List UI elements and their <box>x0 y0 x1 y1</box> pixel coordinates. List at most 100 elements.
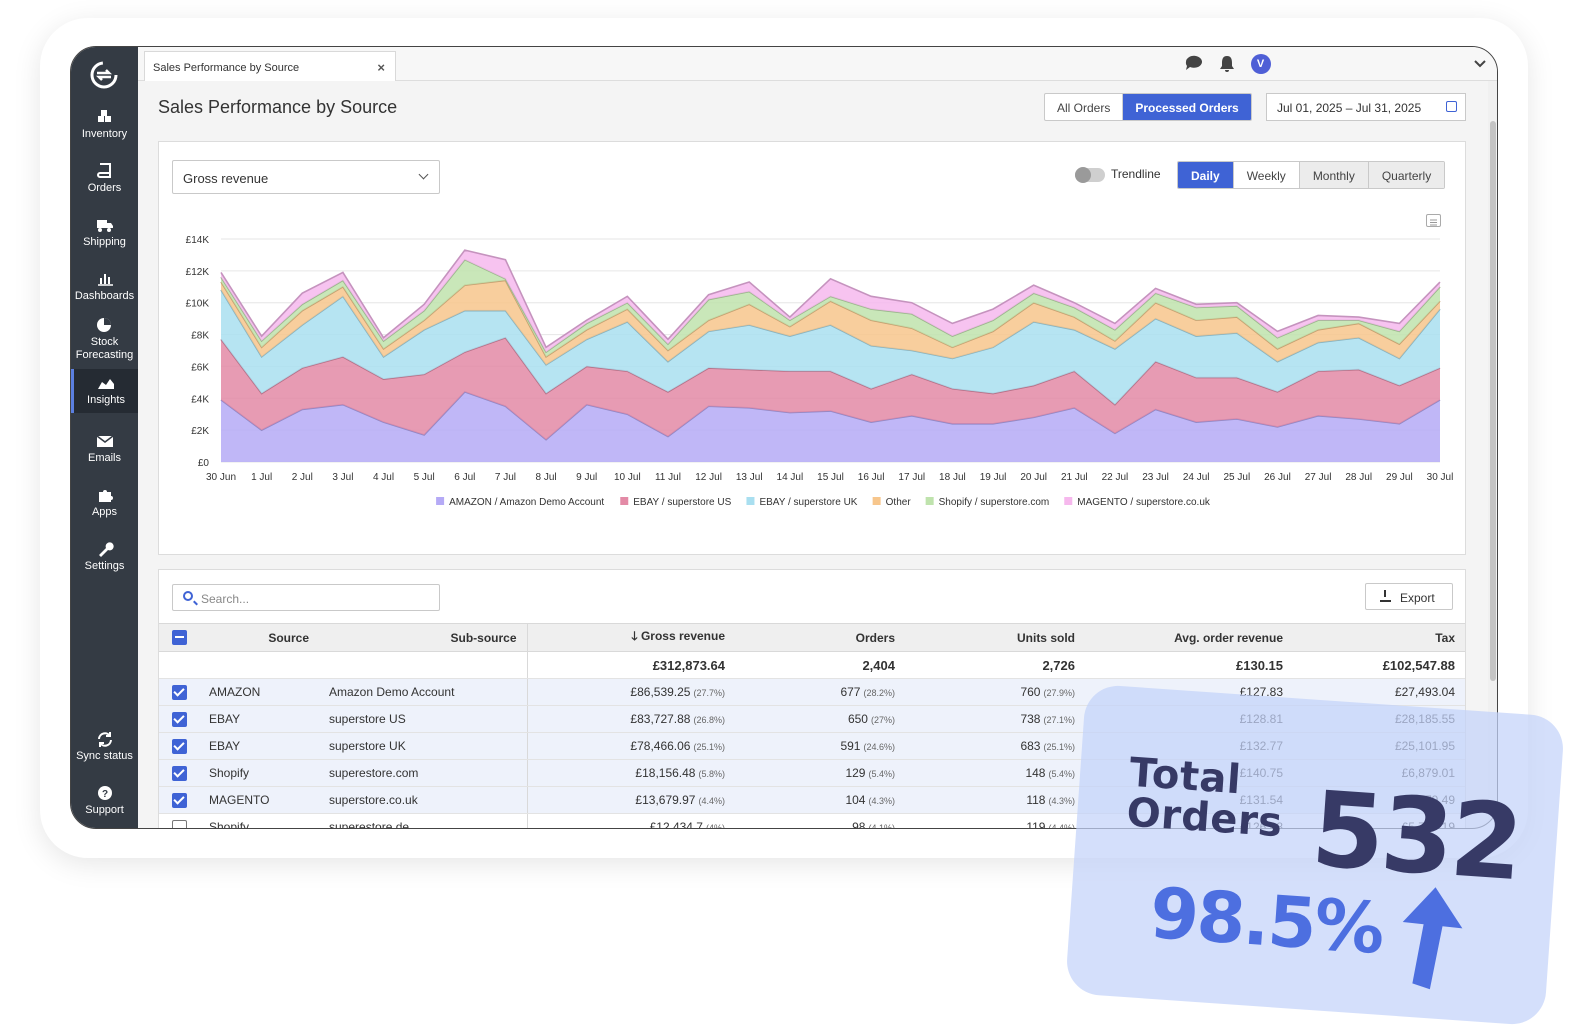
cell-gross-pct: (4.4%) <box>698 796 725 806</box>
cell-gross-value: £13,679.97 <box>635 793 696 807</box>
legend-label: MAGENTO / superstore.co.uk <box>1077 497 1211 508</box>
cell-gross-pct: (27.7%) <box>693 688 725 698</box>
sidebar-item-label: Orders <box>87 182 122 194</box>
cell-orders-pct: (24.6%) <box>863 742 895 752</box>
sidebar-item-apps[interactable]: Apps <box>71 487 138 519</box>
pie-chart-icon <box>96 318 111 332</box>
chevron-down-icon[interactable] <box>1473 59 1487 69</box>
cell-units-value: 148 <box>1025 766 1046 780</box>
scrollbar-thumb[interactable] <box>1490 121 1496 681</box>
sidebar-item-emails[interactable]: Emails <box>71 433 138 465</box>
cell-gross: £13,679.97 (4.4%) <box>527 786 735 814</box>
legend-label: AMAZON / Amazon Demo Account <box>449 497 604 508</box>
column-tax[interactable]: Tax <box>1293 623 1465 652</box>
processed-orders-button[interactable]: Processed Orders <box>1123 94 1251 120</box>
scrollbar[interactable] <box>1488 81 1497 828</box>
sidebar-item-insights[interactable]: Insights <box>71 369 138 413</box>
logo-icon[interactable] <box>88 59 120 91</box>
column-source[interactable]: Source <box>199 623 319 652</box>
export-button[interactable]: Export <box>1365 583 1453 610</box>
trendline-toggle[interactable] <box>1075 167 1105 183</box>
total-avg: £130.15 <box>1085 651 1293 679</box>
cell-sub-source: superestore.de <box>319 813 528 828</box>
up-arrow-icon <box>1402 887 1463 990</box>
sidebar-item-orders[interactable]: Orders <box>71 163 138 195</box>
cell-sub-source: superstore UK <box>319 732 528 760</box>
row-checkbox[interactable] <box>171 684 187 700</box>
period-quarterly[interactable]: Quarterly <box>1368 162 1445 188</box>
x-tick-label: 24 Jul <box>1183 472 1210 483</box>
cell-units-pct: (5.4%) <box>1048 769 1075 779</box>
column-gross-revenue[interactable]: 🡓 Gross revenue <box>527 623 735 652</box>
cell-gross-value: £86,539.25 <box>630 685 691 699</box>
boxes-icon <box>97 110 111 122</box>
column-avg-order-revenue[interactable]: Avg. order revenue <box>1085 623 1293 652</box>
cell-units: 683 (25.1%) <box>905 732 1085 760</box>
sync-icon <box>97 732 112 747</box>
x-tick-label: 6 Jul <box>454 472 475 483</box>
sidebar-item-inventory[interactable]: Inventory <box>71 109 138 141</box>
user-avatar[interactable]: V <box>1250 54 1271 74</box>
chart-menu-icon[interactable] <box>1426 214 1441 227</box>
row-checkbox[interactable] <box>171 711 187 727</box>
sidebar-item-label: Support <box>85 804 124 816</box>
period-daily[interactable]: Daily <box>1178 162 1234 188</box>
x-tick-label: 11 Jul <box>655 472 681 483</box>
sidebar-item-label: Sync status <box>76 750 133 762</box>
all-orders-button[interactable]: All Orders <box>1045 94 1124 120</box>
tab-close-icon[interactable]: × <box>377 60 385 75</box>
legend-swatch <box>746 497 755 505</box>
sidebar-item-sync-status[interactable]: Sync status <box>71 731 138 763</box>
cell-gross-value: £83,727.88 <box>630 712 691 726</box>
cell-units-value: 760 <box>1020 685 1041 699</box>
y-tick-label: £14K <box>186 235 210 246</box>
x-tick-label: 4 Jul <box>373 472 394 483</box>
bell-icon[interactable] <box>1218 55 1236 73</box>
tab-sales-performance[interactable]: Sales Performance by Source × <box>144 51 396 81</box>
legend-swatch <box>925 497 934 505</box>
y-tick-label: £10K <box>186 299 210 310</box>
x-tick-label: 9 Jul <box>576 472 597 483</box>
puzzle-icon <box>98 490 113 502</box>
period-weekly[interactable]: Weekly <box>1233 162 1300 188</box>
sidebar-item-shipping[interactable]: Shipping <box>71 217 138 249</box>
column-orders[interactable]: Orders <box>735 623 905 652</box>
series-area <box>221 391 1440 462</box>
cell-gross: £18,156.48 (5.8%) <box>527 759 735 787</box>
cell-units-pct: (4.4%) <box>1048 823 1075 829</box>
date-range-picker[interactable]: Jul 01, 2025 – Jul 31, 2025 <box>1266 93 1466 121</box>
sidebar-item-dashboards[interactable]: Dashboards <box>71 271 138 303</box>
search-input[interactable]: Search... <box>172 584 440 611</box>
column-sub-source[interactable]: Sub-source <box>319 623 528 652</box>
sidebar-item-label: Settings <box>84 560 125 572</box>
sidebar-item-stock-forecasting[interactable]: Stock Forecasting <box>71 317 138 362</box>
period-monthly[interactable]: Monthly <box>1299 162 1369 188</box>
cell-gross-value: £18,156.48 <box>635 766 696 780</box>
cell-orders-pct: (4.3%) <box>868 796 895 806</box>
cell-source: Shopify <box>199 813 319 828</box>
chat-icon[interactable] <box>1184 55 1204 73</box>
x-tick-label: 10 Jul <box>614 472 641 483</box>
cell-orders-pct: (27%) <box>870 715 895 725</box>
cell-units-pct: (4.3%) <box>1048 796 1075 806</box>
series-line <box>220 249 1441 349</box>
total-orders: 2,404 <box>735 651 905 679</box>
x-tick-label: 23 Jul <box>1142 472 1169 483</box>
cell-orders-value: 104 <box>845 793 866 807</box>
row-checkbox[interactable] <box>171 792 187 808</box>
column-units-sold[interactable]: Units sold <box>905 623 1085 652</box>
main-content: Sales Performance by Source All Orders P… <box>138 81 1488 828</box>
legend-swatch <box>436 497 445 505</box>
legend-swatch <box>620 497 629 505</box>
period-selector: Daily Weekly Monthly Quarterly <box>1177 161 1446 189</box>
sidebar-item-settings[interactable]: Settings <box>71 541 138 573</box>
row-checkbox[interactable] <box>171 819 187 828</box>
sidebar-item-support[interactable]: ? Support <box>71 785 138 817</box>
app-window: Inventory Orders Shipping Dashboards Stock F… <box>70 46 1498 829</box>
row-checkbox[interactable] <box>171 738 187 754</box>
metric-select[interactable]: Gross revenue <box>172 160 440 194</box>
sidebar: Inventory Orders Shipping Dashboards Stock F… <box>71 47 138 828</box>
select-all-checkbox[interactable] <box>171 630 187 646</box>
row-checkbox[interactable] <box>171 765 187 781</box>
cell-units: 119 (4.4%) <box>905 813 1085 829</box>
